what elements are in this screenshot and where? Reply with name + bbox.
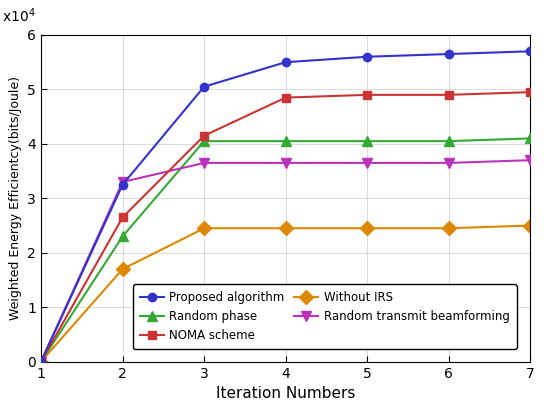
NOMA scheme <box>38 359 45 364</box>
Random transmit beamforming <box>38 359 45 364</box>
Line: NOMA scheme: NOMA scheme <box>37 88 535 366</box>
Random phase <box>364 139 371 144</box>
Random transmit beamforming <box>119 180 126 184</box>
Random phase <box>446 139 452 144</box>
Legend: Proposed algorithm, Random phase, NOMA scheme, Without IRS, Random transmit beam: Proposed algorithm, Random phase, NOMA s… <box>133 284 516 349</box>
Y-axis label: Weighted Energy Efficientcy(bits/Joule): Weighted Energy Efficientcy(bits/Joule) <box>9 76 22 320</box>
Without IRS <box>201 226 207 231</box>
Without IRS <box>282 226 289 231</box>
Proposed algorithm <box>364 54 371 59</box>
Proposed algorithm <box>38 359 45 364</box>
NOMA scheme <box>527 90 534 95</box>
Random phase <box>119 234 126 239</box>
Random transmit beamforming <box>527 158 534 163</box>
NOMA scheme <box>282 95 289 100</box>
Random phase <box>282 139 289 144</box>
Proposed algorithm <box>446 51 452 56</box>
Proposed algorithm <box>119 182 126 187</box>
Line: Without IRS: Without IRS <box>36 221 535 366</box>
NOMA scheme <box>201 133 207 138</box>
Random transmit beamforming <box>201 160 207 165</box>
Text: x10$^4$: x10$^4$ <box>2 7 36 25</box>
Without IRS <box>38 359 45 364</box>
Line: Proposed algorithm: Proposed algorithm <box>37 47 535 366</box>
Without IRS <box>364 226 371 231</box>
NOMA scheme <box>446 92 452 97</box>
X-axis label: Iteration Numbers: Iteration Numbers <box>216 386 355 401</box>
Without IRS <box>527 223 534 228</box>
Line: Random transmit beamforming: Random transmit beamforming <box>36 155 535 366</box>
Line: Random phase: Random phase <box>36 133 535 366</box>
Random phase <box>201 139 207 144</box>
NOMA scheme <box>364 92 371 97</box>
Without IRS <box>119 267 126 272</box>
Without IRS <box>446 226 452 231</box>
Random transmit beamforming <box>446 160 452 165</box>
Random phase <box>527 136 534 141</box>
Random transmit beamforming <box>282 160 289 165</box>
Random transmit beamforming <box>364 160 371 165</box>
NOMA scheme <box>119 215 126 220</box>
Proposed algorithm <box>282 60 289 64</box>
Proposed algorithm <box>527 49 534 54</box>
Random phase <box>38 359 45 364</box>
Proposed algorithm <box>201 84 207 89</box>
